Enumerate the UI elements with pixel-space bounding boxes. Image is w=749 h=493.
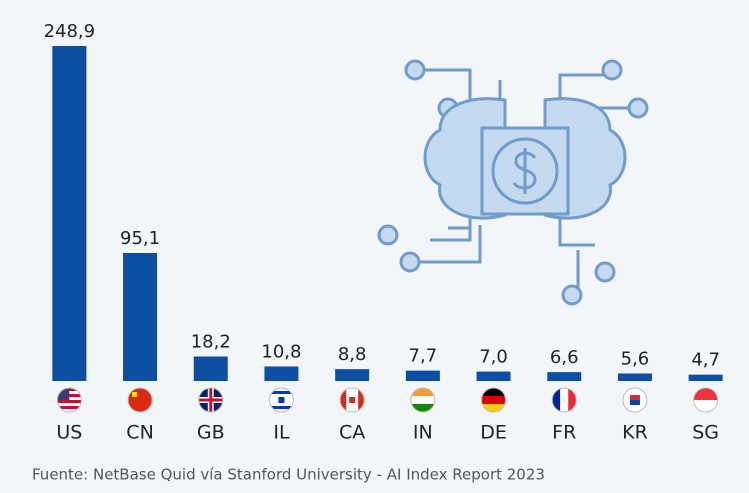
flag-part: [278, 397, 284, 403]
value-label: 18,2: [191, 332, 231, 353]
bar: [689, 375, 723, 381]
bar: [406, 371, 440, 381]
value-label: 248,9: [44, 21, 96, 42]
chart: Fuente: NetBase Quid vía Stanford Univer…: [0, 0, 749, 493]
bar: [547, 372, 581, 381]
value-label: 10,8: [261, 341, 301, 362]
bar: [264, 366, 298, 381]
bar: [335, 369, 369, 381]
value-label: 5,6: [621, 348, 650, 369]
source-note: Fuente: NetBase Quid vía Stanford Univer…: [32, 466, 545, 484]
x-tick-label: SG: [692, 422, 719, 444]
x-tick-label: CN: [126, 422, 153, 444]
bar: [477, 372, 511, 381]
value-label: 6,6: [550, 347, 579, 368]
flag-part: [411, 396, 435, 404]
flag-part: [209, 388, 212, 412]
x-tick-label: GB: [197, 422, 225, 444]
flag-part: [630, 400, 640, 405]
x-tick-label: KR: [622, 422, 648, 444]
x-tick-label: CA: [339, 422, 365, 444]
x-tick-label: IN: [413, 422, 433, 444]
value-label: 8,8: [338, 344, 367, 365]
value-label: 4,7: [691, 350, 720, 371]
value-label: 7,0: [479, 347, 508, 368]
flag-part: [482, 396, 506, 404]
bar: [52, 46, 86, 381]
flag-part: [630, 395, 640, 400]
flag-part: [57, 400, 81, 403]
x-tick-label: DE: [480, 422, 507, 444]
background: [0, 0, 749, 493]
bar: [123, 253, 157, 381]
value-label: 7,7: [409, 346, 438, 367]
bar: [194, 357, 228, 381]
flag-part: [349, 397, 355, 403]
bar: [618, 373, 652, 381]
x-tick-label: IL: [273, 422, 290, 444]
x-tick-label: FR: [552, 422, 576, 444]
flag-part: [132, 392, 137, 397]
x-tick-label: US: [56, 422, 82, 444]
value-label: 95,1: [120, 228, 160, 249]
flag-part: [560, 388, 568, 412]
